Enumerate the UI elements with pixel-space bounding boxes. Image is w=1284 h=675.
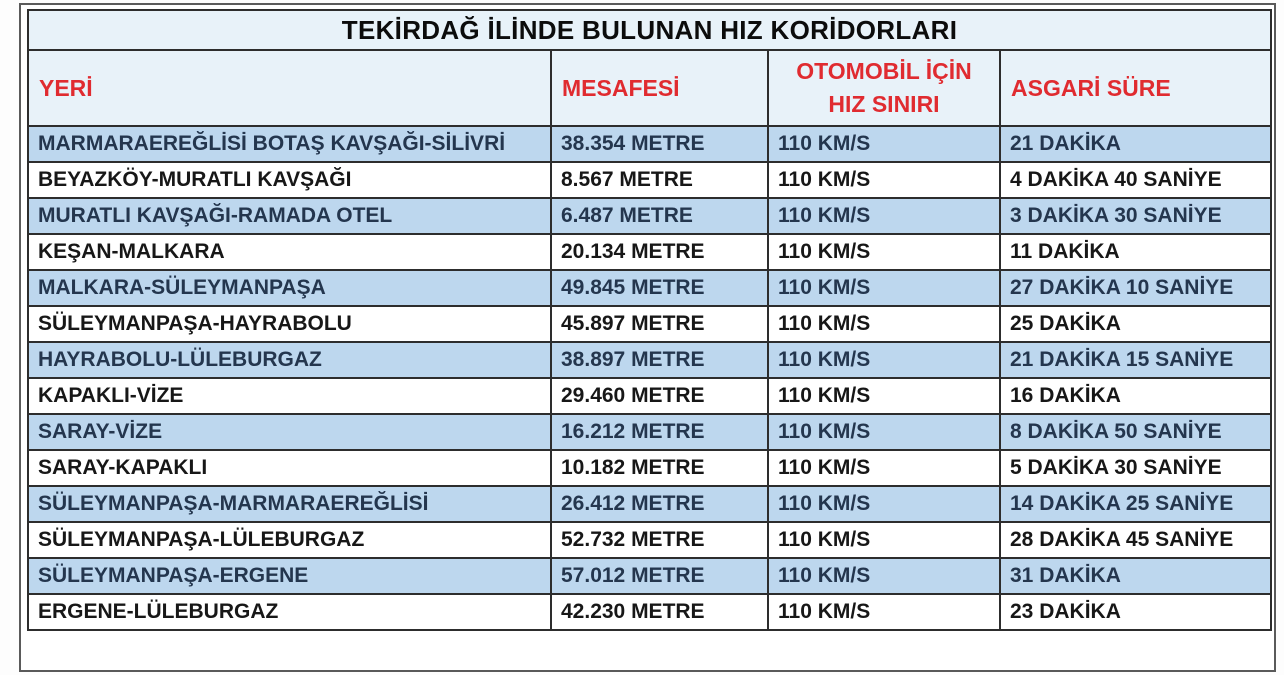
duration-cell: 8 DAKİKA 50 SANİYE	[998, 413, 1273, 451]
speed-limit-cell: 110 KM/S	[767, 593, 1001, 631]
distance-cell: 38.354 METRE	[550, 125, 769, 163]
distance-cell: 45.897 METRE	[550, 305, 769, 343]
speed-corridors-table: TEKİRDAĞ İLİNDE BULUNAN HIZ KORİDORLARI …	[26, 9, 1273, 631]
route-cell: KEŞAN-MALKARA	[27, 233, 552, 271]
outer-frame: TEKİRDAĞ İLİNDE BULUNAN HIZ KORİDORLARI …	[19, 3, 1276, 672]
header-row: YERİ MESAFESİ OTOMOBİL İÇİN HIZ SINIRI A…	[27, 49, 1273, 127]
table-row: SÜLEYMANPAŞA-LÜLEBURGAZ 52.732 METRE 110…	[27, 521, 1273, 559]
route-cell: SÜLEYMANPAŞA-ERGENE	[27, 557, 552, 595]
route-cell: ERGENE-LÜLEBURGAZ	[27, 593, 552, 631]
distance-cell: 16.212 METRE	[550, 413, 769, 451]
title-row: TEKİRDAĞ İLİNDE BULUNAN HIZ KORİDORLARI	[26, 9, 1273, 51]
distance-cell: 20.134 METRE	[550, 233, 769, 271]
duration-cell: 21 DAKİKA	[998, 125, 1273, 163]
table-row: SÜLEYMANPAŞA-MARMARAEREĞLİSİ 26.412 METR…	[27, 485, 1273, 523]
table-row: KAPAKLI-VİZE 29.460 METRE 110 KM/S 16 DA…	[27, 377, 1273, 415]
table-row: MURATLI KAVŞAĞI-RAMADA OTEL 6.487 METRE …	[27, 197, 1273, 235]
route-cell: MALKARA-SÜLEYMANPAŞA	[27, 269, 552, 307]
table-row: MALKARA-SÜLEYMANPAŞA 49.845 METRE 110 KM…	[27, 269, 1273, 307]
duration-cell: 11 DAKİKA	[998, 233, 1273, 271]
route-cell: SARAY-VİZE	[27, 413, 552, 451]
speed-limit-cell: 110 KM/S	[767, 485, 1001, 523]
distance-cell: 52.732 METRE	[550, 521, 769, 559]
column-header-hiz-siniri: OTOMOBİL İÇİN HIZ SINIRI	[767, 49, 1001, 127]
speed-limit-cell: 110 KM/S	[767, 341, 1001, 379]
speed-limit-cell: 110 KM/S	[767, 269, 1001, 307]
distance-cell: 10.182 METRE	[550, 449, 769, 487]
duration-cell: 4 DAKİKA 40 SANİYE	[998, 161, 1273, 199]
duration-cell: 23 DAKİKA	[998, 593, 1273, 631]
distance-cell: 49.845 METRE	[550, 269, 769, 307]
duration-cell: 3 DAKİKA 30 SANİYE	[998, 197, 1273, 235]
duration-cell: 31 DAKİKA	[998, 557, 1273, 595]
speed-limit-cell: 110 KM/S	[767, 125, 1001, 163]
speed-limit-cell: 110 KM/S	[767, 521, 1001, 559]
speed-limit-cell: 110 KM/S	[767, 197, 1001, 235]
speed-limit-cell: 110 KM/S	[767, 233, 1001, 271]
duration-cell: 5 DAKİKA 30 SANİYE	[998, 449, 1273, 487]
route-cell: SÜLEYMANPAŞA-HAYRABOLU	[27, 305, 552, 343]
distance-cell: 29.460 METRE	[550, 377, 769, 415]
duration-cell: 25 DAKİKA	[998, 305, 1273, 343]
table-row: SARAY-VİZE 16.212 METRE 110 KM/S 8 DAKİK…	[27, 413, 1273, 451]
table-row: SÜLEYMANPAŞA-HAYRABOLU 45.897 METRE 110 …	[27, 305, 1273, 343]
route-cell: MURATLI KAVŞAĞI-RAMADA OTEL	[27, 197, 552, 235]
speed-limit-cell: 110 KM/S	[767, 413, 1001, 451]
speed-limit-cell: 110 KM/S	[767, 377, 1001, 415]
column-header-yeri: YERİ	[27, 49, 552, 127]
route-cell: SÜLEYMANPAŞA-LÜLEBURGAZ	[27, 521, 552, 559]
route-cell: MARMARAEREĞLİSİ BOTAŞ KAVŞAĞI-SİLİVRİ	[27, 125, 552, 163]
table-row: KEŞAN-MALKARA 20.134 METRE 110 KM/S 11 D…	[27, 233, 1273, 271]
route-cell: SÜLEYMANPAŞA-MARMARAEREĞLİSİ	[27, 485, 552, 523]
distance-cell: 42.230 METRE	[550, 593, 769, 631]
table-row: MARMARAEREĞLİSİ BOTAŞ KAVŞAĞI-SİLİVRİ 38…	[27, 125, 1273, 163]
speed-limit-cell: 110 KM/S	[767, 449, 1001, 487]
speed-limit-cell: 110 KM/S	[767, 557, 1001, 595]
duration-cell: 14 DAKİKA 25 SANİYE	[998, 485, 1273, 523]
route-cell: SARAY-KAPAKLI	[27, 449, 552, 487]
route-cell: KAPAKLI-VİZE	[27, 377, 552, 415]
distance-cell: 6.487 METRE	[550, 197, 769, 235]
distance-cell: 26.412 METRE	[550, 485, 769, 523]
table-row: SARAY-KAPAKLI 10.182 METRE 110 KM/S 5 DA…	[27, 449, 1273, 487]
column-header-asgari-sure: ASGARİ SÜRE	[998, 49, 1273, 127]
distance-cell: 8.567 METRE	[550, 161, 769, 199]
speed-limit-cell: 110 KM/S	[767, 305, 1001, 343]
table-body: MARMARAEREĞLİSİ BOTAŞ KAVŞAĞI-SİLİVRİ 38…	[27, 125, 1273, 631]
distance-cell: 38.897 METRE	[550, 341, 769, 379]
table-row: HAYRABOLU-LÜLEBURGAZ 38.897 METRE 110 KM…	[27, 341, 1273, 379]
duration-cell: 21 DAKİKA 15 SANİYE	[998, 341, 1273, 379]
route-cell: HAYRABOLU-LÜLEBURGAZ	[27, 341, 552, 379]
table-row: BEYAZKÖY-MURATLI KAVŞAĞI 8.567 METRE 110…	[27, 161, 1273, 199]
duration-cell: 27 DAKİKA 10 SANİYE	[998, 269, 1273, 307]
distance-cell: 57.012 METRE	[550, 557, 769, 595]
route-cell: BEYAZKÖY-MURATLI KAVŞAĞI	[27, 161, 552, 199]
table-title: TEKİRDAĞ İLİNDE BULUNAN HIZ KORİDORLARI	[26, 9, 1273, 51]
table-row: ERGENE-LÜLEBURGAZ 42.230 METRE 110 KM/S …	[27, 593, 1273, 631]
column-header-mesafesi: MESAFESİ	[550, 49, 769, 127]
duration-cell: 28 DAKİKA 45 SANİYE	[998, 521, 1273, 559]
table-row: SÜLEYMANPAŞA-ERGENE 57.012 METRE 110 KM/…	[27, 557, 1273, 595]
speed-limit-cell: 110 KM/S	[767, 161, 1001, 199]
duration-cell: 16 DAKİKA	[998, 377, 1273, 415]
